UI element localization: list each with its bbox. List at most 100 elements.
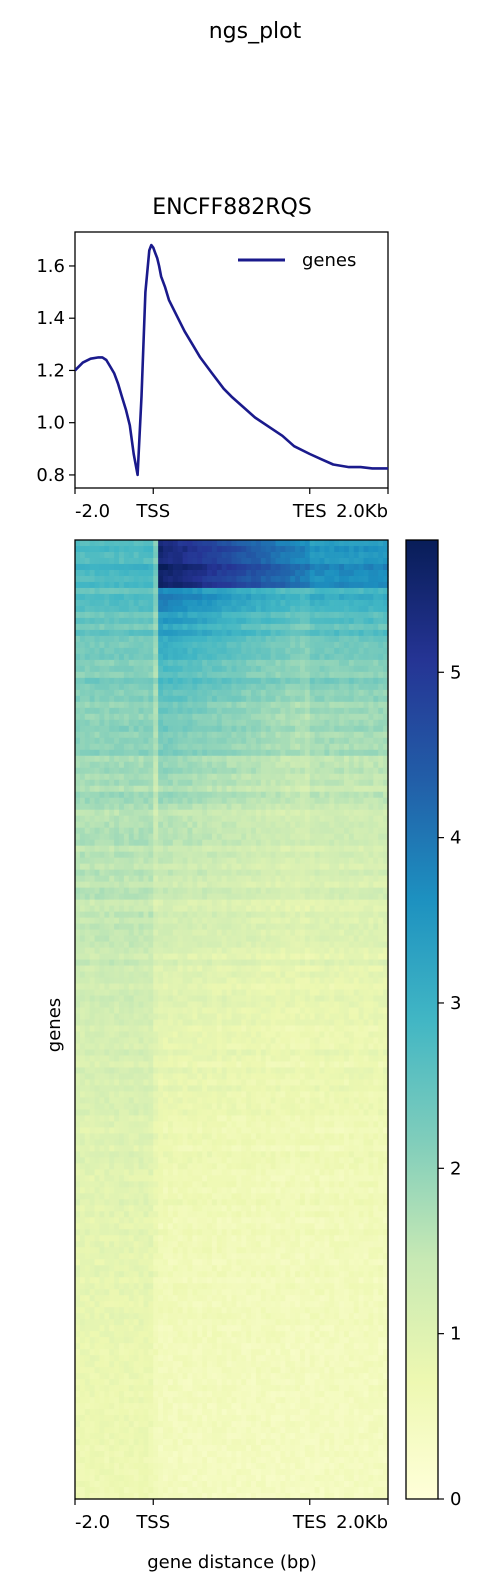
heatmap-cell (309, 545, 316, 553)
heatmap-cell (343, 575, 350, 583)
heatmap-cell (353, 707, 360, 715)
heatmap-cell (334, 773, 340, 781)
heatmap-cell (236, 875, 242, 883)
heatmap-cell (373, 773, 379, 781)
heatmap-cell (343, 719, 350, 727)
heatmap-cell (202, 845, 208, 853)
heatmap-cell (143, 605, 149, 613)
heatmap-cell (304, 557, 311, 565)
heatmap-cell (343, 827, 350, 835)
heatmap-cell (153, 689, 159, 697)
heatmap-cell (358, 749, 365, 757)
heatmap-cell (236, 833, 242, 841)
heatmap-cell (236, 983, 242, 991)
heatmap-cell (255, 959, 262, 967)
heatmap-cell (246, 641, 252, 649)
heatmap-cell (290, 557, 296, 565)
heatmap-cell (265, 587, 272, 595)
heatmap-cell (260, 641, 267, 649)
heatmap-cell (275, 731, 282, 739)
heatmap-cell (378, 947, 384, 955)
heatmap-cell (153, 755, 159, 763)
heatmap-cell (373, 587, 379, 595)
heatmap-cell (299, 575, 306, 583)
heatmap-cell (285, 785, 291, 793)
heatmap-cell (128, 773, 135, 781)
heatmap-cell (295, 695, 301, 703)
heatmap-cell (251, 791, 257, 799)
heatmap-cell (260, 881, 267, 889)
heatmap-cell (348, 881, 355, 889)
heatmap-cell (378, 839, 384, 847)
heatmap-cell (339, 863, 345, 871)
heatmap-cell (177, 540, 184, 547)
heatmap-cell (260, 719, 267, 727)
heatmap-cell (246, 707, 252, 715)
heatmap-cell (158, 779, 164, 787)
heatmap-cell (343, 581, 350, 589)
heatmap-cell (324, 869, 330, 877)
heatmap-cell (319, 989, 326, 997)
heatmap-cell (246, 575, 252, 583)
heatmap-cell (221, 545, 228, 553)
heatmap-cell (143, 845, 149, 853)
heatmap-cell (378, 540, 384, 547)
heatmap-cell (373, 677, 379, 685)
heatmap-cell (182, 695, 189, 703)
heatmap-cell (138, 887, 145, 895)
heatmap-cell (172, 971, 179, 979)
heatmap-cell (295, 557, 301, 565)
heatmap-cell (334, 623, 340, 631)
heatmap-cell (114, 587, 120, 595)
heatmap-cell (226, 581, 233, 589)
heatmap-cell (368, 581, 374, 589)
heatmap-cell (138, 953, 145, 961)
heatmap-cell (89, 737, 96, 745)
heatmap-cell (260, 599, 267, 607)
heatmap-cell (84, 995, 91, 1003)
heatmap-cell (202, 719, 208, 727)
heatmap-cell (353, 791, 360, 799)
heatmap-cell (123, 611, 130, 619)
heatmap-cell (309, 821, 316, 829)
heatmap-cell (211, 569, 218, 577)
heatmap-cell (119, 839, 125, 847)
heatmap-cell (104, 689, 110, 697)
heatmap-cell (339, 929, 345, 937)
heatmap-cell (211, 587, 218, 595)
heatmap-cell (255, 953, 262, 961)
heatmap-cell (348, 773, 355, 781)
heatmap-cell (339, 809, 345, 817)
heatmap-cell (246, 701, 252, 709)
heatmap-cell (378, 905, 384, 913)
heatmap-cell (231, 587, 237, 595)
heatmap-cell (304, 863, 311, 871)
heatmap-cell (348, 551, 355, 559)
heatmap-cell (373, 551, 379, 559)
heatmap-cell (221, 689, 228, 697)
heatmap-cell (314, 611, 321, 619)
heatmap-cell (343, 881, 350, 889)
heatmap-cell (109, 839, 115, 847)
heatmap-cell (368, 605, 374, 613)
heatmap-cell (89, 977, 96, 985)
heatmap-cell (211, 863, 218, 871)
heatmap-cell (114, 761, 120, 769)
heatmap-cell (265, 599, 272, 607)
heatmap-cell (246, 929, 252, 937)
heatmap-cell (255, 845, 262, 853)
heatmap-cell (192, 647, 198, 655)
heatmap-cell (251, 911, 257, 919)
heatmap-cell (226, 815, 233, 823)
heatmap-cell (192, 809, 198, 817)
heatmap-cell (75, 755, 81, 763)
heatmap-cell (167, 743, 174, 751)
heatmap-cell (348, 581, 355, 589)
heatmap-cell (339, 989, 345, 997)
heatmap-cell (348, 869, 355, 877)
heatmap-cell (221, 540, 228, 547)
heatmap-cell (158, 803, 164, 811)
heatmap-cell (270, 869, 277, 877)
heatmap-cell (172, 941, 179, 949)
heatmap-cell (177, 599, 184, 607)
